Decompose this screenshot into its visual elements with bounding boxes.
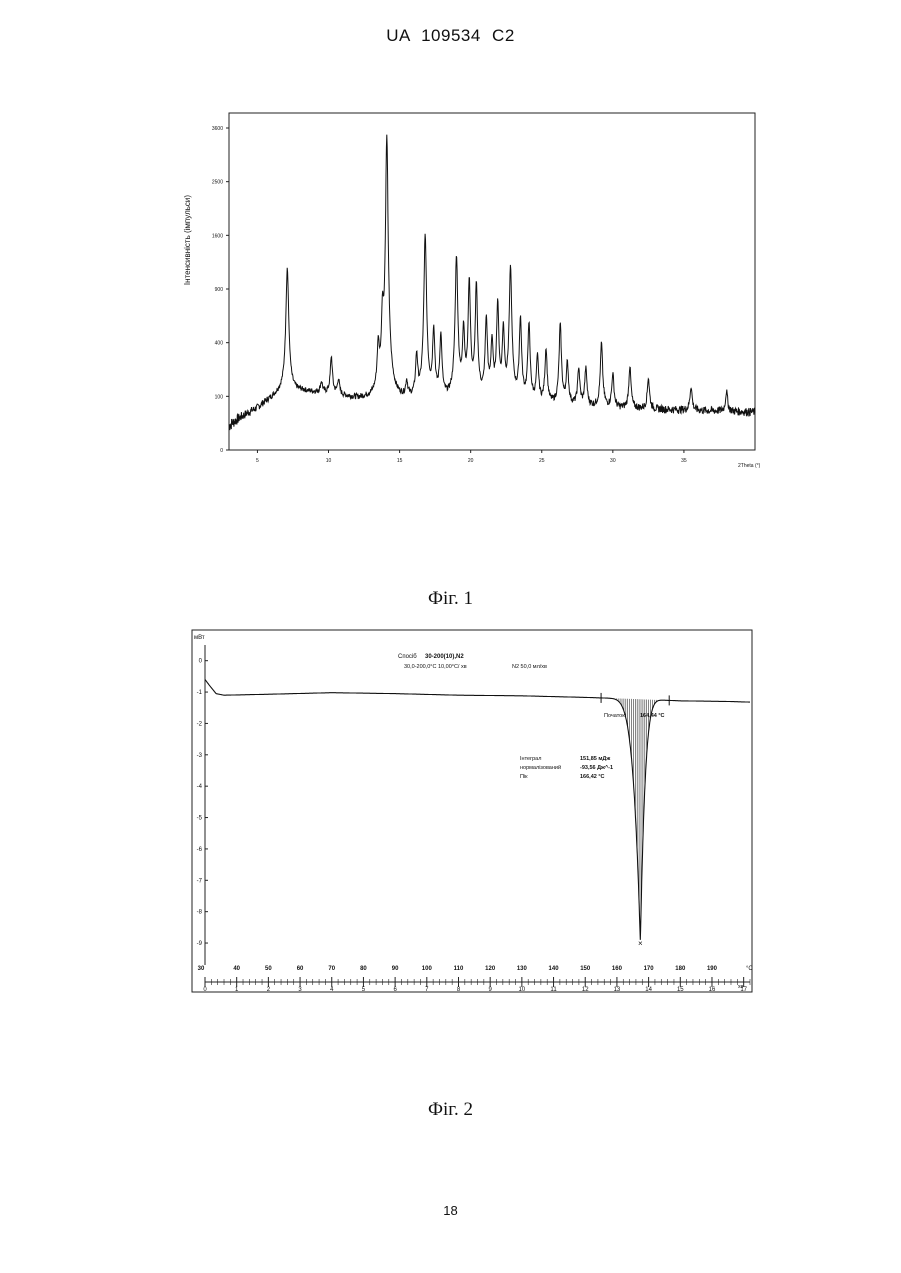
xrd-y-tick-label: 1600 xyxy=(212,233,223,239)
dsc-y-tick-label: -5 xyxy=(197,816,203,822)
dsc-plot-frame xyxy=(192,630,752,992)
xrd-x-tick-label: 35 xyxy=(681,458,687,464)
xrd-y-tick-label: 900 xyxy=(215,287,224,293)
xrd-y-tick-label: 2500 xyxy=(212,180,223,186)
dsc-temp-tick-label: 160 xyxy=(612,966,623,972)
dsc-temp-tick-label: 180 xyxy=(675,966,686,972)
method-gas: N2 50,0 мл/хв xyxy=(512,664,547,670)
dsc-peak-marker: × xyxy=(638,939,643,948)
dsc-y-unit-label: мВт xyxy=(194,635,205,641)
dsc-annotation-method: Спосіб 30-200(10),N2 30,0-200,0°C 10,00°… xyxy=(398,654,547,670)
dsc-temp-tick-label: 170 xyxy=(644,966,655,972)
integral-value: 151,85 мДж xyxy=(580,756,610,762)
dsc-time-tick-label: 12 xyxy=(582,987,589,993)
dsc-time-tick-label: 14 xyxy=(645,987,652,993)
dsc-temp-tick-label: 110 xyxy=(454,966,464,972)
dsc-y-tick-label: -8 xyxy=(197,910,203,916)
peak-label: Пік xyxy=(520,774,528,780)
dsc-y-tick-label: 0 xyxy=(199,659,203,665)
dsc-annotation-onset: Початок 164,44 °C xyxy=(604,713,665,719)
dsc-y-tick-label: -3 xyxy=(197,753,203,759)
dsc-y-tick-label: -9 xyxy=(197,941,203,947)
dsc-temp-tick-label: 30 xyxy=(198,966,205,972)
xrd-x-tick-label: 25 xyxy=(539,458,545,464)
xrd-x-axis-label: 2Theta (°) xyxy=(738,463,761,469)
xrd-x-tick-label: 15 xyxy=(397,458,403,464)
onset-label: Початок xyxy=(604,713,625,719)
method-line2: 30,0-200,0°C 10,00°C/ хв xyxy=(404,664,467,670)
dsc-y-tick-label: -1 xyxy=(197,690,203,696)
dsc-y-tick-label: -4 xyxy=(197,784,203,790)
dsc-chart: мВт 0 -1 -2 -3 -4 -5 -6 -7 -8 -9 30 40 50 60 70 80 90 10… xyxy=(0,625,901,1005)
method-label: Спосіб xyxy=(398,654,417,660)
xrd-pattern-line xyxy=(229,135,755,430)
xrd-x-tick-label: 10 xyxy=(326,458,332,464)
dsc-time-tick-label: 16 xyxy=(709,987,716,993)
xrd-y-tick-label: 400 xyxy=(215,341,224,347)
normalized-value: -93,56 Дж^-1 xyxy=(580,765,613,771)
xrd-y-tick-label: 0 xyxy=(220,448,223,454)
dsc-time-tick-label: 13 xyxy=(614,987,621,993)
dsc-temp-tick-label: 70 xyxy=(328,966,335,972)
dsc-time-unit: хв xyxy=(738,984,744,990)
onset-value: 164,44 °C xyxy=(640,713,665,719)
xrd-x-tick-label: 20 xyxy=(468,458,474,464)
xrd-x-tick-label: 5 xyxy=(256,458,259,464)
xrd-y-tick-label: 100 xyxy=(215,394,224,400)
dsc-temp-tick-label: 90 xyxy=(392,966,399,972)
dsc-y-tick-label: -2 xyxy=(197,721,203,727)
patent-header: UA 109534 C2 xyxy=(0,26,901,46)
dsc-y-tick-label: -6 xyxy=(197,847,203,853)
dsc-curve-line xyxy=(205,680,750,940)
integral-label: Інтеграл xyxy=(520,756,541,762)
dsc-temp-unit: °C xyxy=(746,966,753,972)
method-value: 30-200(10),N2 xyxy=(425,654,464,660)
dsc-time-tick-label: 10 xyxy=(519,987,526,993)
xrd-x-tick-label: 30 xyxy=(610,458,616,464)
dsc-temp-tick-label: 140 xyxy=(549,966,560,972)
peak-value: 166,42 °C xyxy=(580,774,605,780)
figure-2-caption: Фіг. 2 xyxy=(0,1099,901,1121)
dsc-time-tick-label: 11 xyxy=(550,987,557,993)
dsc-temp-tick-label: 120 xyxy=(485,966,496,972)
page-number: 18 xyxy=(0,1203,901,1218)
xrd-y-axis-label: Інтенсивність (імпульси) xyxy=(183,195,192,285)
xrd-chart: 0 100 400 900 1600 2500 3600 5 10 15 20 25 30 35 Інт… xyxy=(0,80,901,600)
dsc-temp-tick-label: 60 xyxy=(297,966,304,972)
xrd-y-tick-label: 3600 xyxy=(212,126,223,132)
dsc-temp-tick-label: 80 xyxy=(360,966,367,972)
normalized-label: нормалізований xyxy=(520,764,561,771)
xrd-plot-frame xyxy=(229,113,755,450)
figure-1-caption: Фіг. 1 xyxy=(0,588,901,610)
dsc-annotation-integral: Інтеграл 151,85 мДж нормалізований -93,5… xyxy=(520,756,613,780)
dsc-temp-tick-label: 150 xyxy=(580,966,591,972)
dsc-temp-tick-label: 100 xyxy=(422,966,433,972)
dsc-temp-tick-label: 130 xyxy=(517,966,528,972)
dsc-y-tick-label: -7 xyxy=(197,878,203,884)
dsc-temp-tick-label: 190 xyxy=(707,966,718,972)
dsc-temp-tick-label: 50 xyxy=(265,966,272,972)
dsc-time-tick-label: 15 xyxy=(677,987,684,993)
dsc-temp-tick-label: 40 xyxy=(233,966,240,972)
